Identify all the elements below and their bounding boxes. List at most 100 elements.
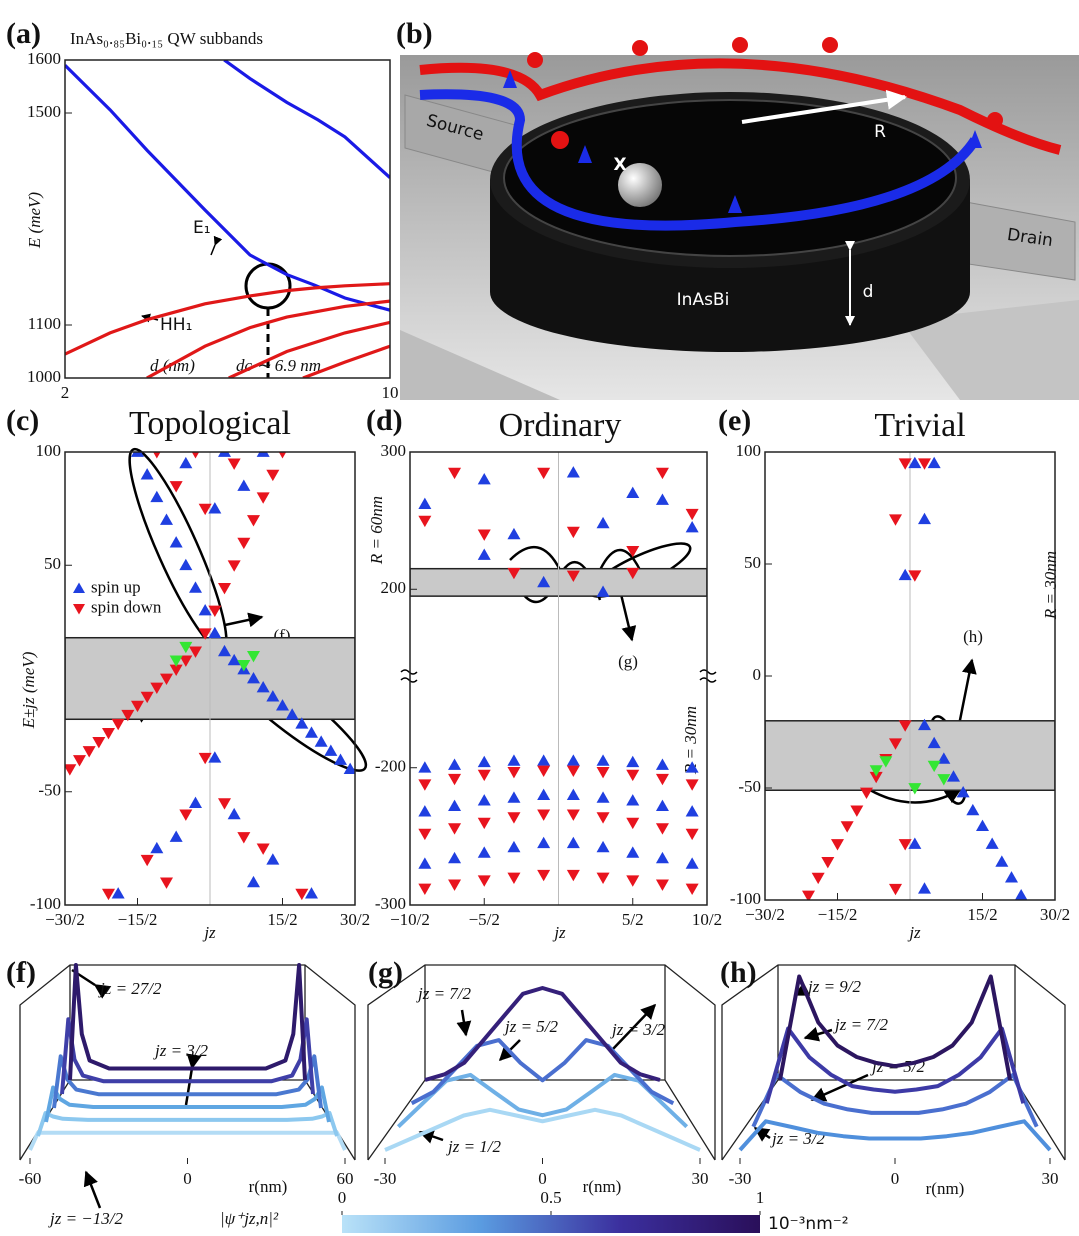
annotation: jz = 7/2 <box>833 1015 889 1034</box>
marker <box>257 492 270 503</box>
marker <box>567 789 580 800</box>
marker <box>507 528 520 539</box>
marker <box>656 880 669 891</box>
marker <box>918 513 931 524</box>
marker <box>478 818 491 829</box>
y-tick-label: 0 <box>753 665 762 684</box>
marker <box>995 855 1008 866</box>
marker <box>537 837 550 848</box>
marker <box>686 829 699 840</box>
marker <box>976 820 989 831</box>
marker <box>478 846 491 857</box>
marker <box>448 468 461 479</box>
impurity-label: X <box>613 155 626 175</box>
annotation: jz = 9/2 <box>806 977 862 996</box>
x-tick-label: −30/2 <box>45 910 85 929</box>
x-tick-label: -30 <box>729 1169 752 1188</box>
marker <box>686 509 699 520</box>
x-tick-label: 15/2 <box>967 905 997 924</box>
marker <box>626 875 639 886</box>
marker <box>889 884 902 895</box>
marker <box>889 514 902 525</box>
marker <box>478 756 491 767</box>
marker <box>266 470 279 481</box>
marker <box>626 487 639 498</box>
marker <box>986 838 999 849</box>
panel-label: (b) <box>396 17 433 50</box>
marker <box>179 559 192 570</box>
marker <box>257 446 270 457</box>
chart-title: Ordinary <box>499 407 622 444</box>
marker <box>686 884 699 895</box>
profile-line <box>30 1133 345 1150</box>
x-axis-label: r(nm) <box>926 1179 965 1198</box>
panel-label: (a) <box>6 17 41 50</box>
marker <box>597 873 610 884</box>
curve <box>65 65 390 310</box>
panel-label: (e) <box>718 404 751 437</box>
marker <box>567 870 580 881</box>
annotation: jz = 3/2 <box>153 1041 209 1060</box>
marker <box>567 766 580 777</box>
y-axis-label: E±jz (meV) <box>19 651 38 729</box>
marker <box>507 812 520 823</box>
marker <box>150 491 163 502</box>
marker <box>850 806 863 817</box>
annotation: jz = 27/2 <box>98 979 162 998</box>
marker <box>478 548 491 559</box>
illustration <box>400 37 1079 400</box>
panel-label: (d) <box>366 404 403 437</box>
plot-area <box>410 452 707 905</box>
x-tick-label: 0 <box>538 1169 547 1188</box>
marker <box>478 875 491 886</box>
marker <box>567 754 580 765</box>
plot-area <box>63 446 356 906</box>
marker <box>656 758 669 769</box>
profile-line <box>753 1075 1036 1127</box>
marker <box>418 498 431 509</box>
marker <box>418 857 431 868</box>
crossing-circle <box>246 264 290 308</box>
annotation: (h) <box>963 627 983 646</box>
x-tick-label: -60 <box>19 1169 42 1188</box>
marker <box>141 855 154 866</box>
marker <box>812 873 825 884</box>
x-tick-label: 30/2 <box>1040 905 1070 924</box>
x-tick-label: 0 <box>891 1169 900 1188</box>
y-tick-label: 50 <box>44 554 61 573</box>
marker <box>448 823 461 834</box>
marker <box>448 880 461 891</box>
legend-label: spin up <box>91 577 141 596</box>
annotation: jz = 5/2 <box>503 1017 559 1036</box>
marker <box>597 767 610 778</box>
marker <box>237 538 250 549</box>
marker <box>507 873 520 884</box>
marker <box>567 466 580 477</box>
x-tick-label: 0 <box>183 1169 192 1188</box>
y-tick-label: 100 <box>36 441 62 460</box>
marker <box>448 852 461 863</box>
marker <box>150 447 163 458</box>
marker <box>537 766 550 777</box>
colorbar-unit: 10⁻³nm⁻² <box>768 1214 849 1234</box>
x-tick-label: 30 <box>692 1169 709 1188</box>
marker <box>170 536 183 547</box>
x-tick-label: −15/2 <box>818 905 858 924</box>
x-tick-label: 5/2 <box>622 910 644 929</box>
material-label: InAsBi <box>677 290 730 310</box>
marker <box>966 804 979 815</box>
annotation: dc ∼ 6.9 nm <box>236 356 321 375</box>
annotation: jz = 7/2 <box>416 984 472 1003</box>
marker <box>418 761 431 772</box>
plot-area <box>765 452 1055 902</box>
marker <box>478 473 491 484</box>
x-tick-label: −30/2 <box>745 905 785 924</box>
marker <box>418 884 431 895</box>
marker <box>141 468 154 479</box>
marker <box>448 774 461 785</box>
x-tick-label: 30 <box>1042 1169 1059 1188</box>
plot-area <box>65 60 390 378</box>
x-tick-label: −15/2 <box>118 910 158 929</box>
arrow <box>211 245 215 255</box>
marker <box>626 794 639 805</box>
